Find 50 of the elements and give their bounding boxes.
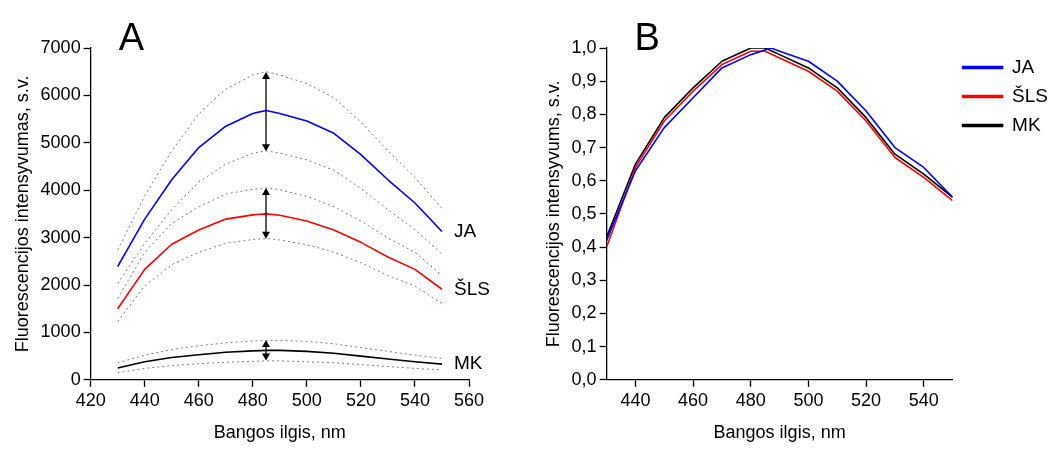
legend-label: ŠLS [1012, 84, 1049, 106]
y-tick-label: 0,5 [571, 202, 597, 223]
line-series [117, 339, 443, 364]
line-series [117, 187, 443, 300]
x-tick-label: 440 [129, 389, 160, 410]
line-series [117, 71, 443, 251]
y-tick-label: 5000 [40, 131, 81, 152]
y-tick-label: 1,0 [571, 36, 597, 57]
series-label: JA [453, 219, 477, 241]
line-series [117, 238, 443, 322]
y-axis-title: Fluorescencijos intensyvumas, s.v. [11, 75, 32, 353]
x-tick-label: 520 [851, 389, 882, 410]
x-tick-label: 460 [678, 389, 709, 410]
legend-label: JA [1012, 55, 1035, 77]
line-series [117, 150, 443, 285]
y-tick-label: 0,4 [571, 236, 597, 257]
y-tick-label: 0,0 [571, 368, 597, 389]
y-axis-title: Fluorescencijos intensyvums, s.v. [542, 80, 563, 348]
legend-label: MK [1012, 113, 1041, 135]
x-tick-label: 540 [908, 389, 939, 410]
x-tick-label: 440 [620, 389, 651, 410]
x-tick-label: 500 [793, 389, 824, 410]
y-tick-label: 0,6 [571, 169, 597, 190]
y-tick-label: 0 [70, 368, 81, 389]
series-label: MK [453, 352, 483, 374]
x-tick-label: 480 [237, 389, 268, 410]
y-tick-label: 0,3 [571, 269, 597, 290]
y-tick-label: 0,8 [571, 103, 597, 124]
x-tick-label: 480 [735, 389, 766, 410]
y-tick-label: 1000 [40, 321, 81, 342]
x-tick-label: 420 [75, 389, 106, 410]
series-label: ŠLS [453, 277, 490, 299]
y-tick-label: 0,1 [571, 335, 597, 356]
y-tick-label: 6000 [40, 84, 81, 105]
x-tick-label: 560 [453, 389, 485, 410]
x-tick-label: 460 [183, 389, 214, 410]
y-tick-label: 0,9 [571, 70, 597, 91]
y-tick-label: 0,7 [571, 136, 597, 157]
y-tick-label: 0,2 [571, 302, 597, 323]
x-axis-title: Bangos ilgis, nm [713, 422, 846, 443]
x-tick-label: 520 [345, 389, 376, 410]
chart-title: A [118, 16, 145, 58]
x-tick-label: 540 [399, 389, 430, 410]
y-tick-label: 2000 [40, 273, 81, 294]
y-tick-label: 3000 [40, 226, 81, 247]
x-tick-label: 500 [291, 389, 322, 410]
y-tick-label: 4000 [40, 179, 81, 200]
y-tick-label: 7000 [40, 36, 81, 57]
chart-title: B [634, 16, 660, 58]
x-axis-title: Bangos ilgis, nm [213, 422, 346, 443]
